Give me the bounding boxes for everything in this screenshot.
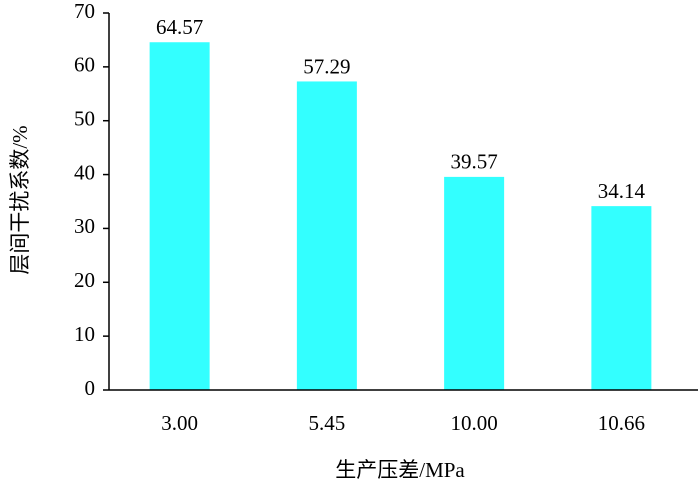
- x-tick-label: 10.00: [451, 411, 498, 435]
- x-axis-label: 生产压差/MPa: [335, 458, 465, 482]
- x-tick-label: 10.66: [598, 411, 645, 435]
- y-tick-label: 20: [74, 268, 95, 292]
- y-tick-label: 30: [74, 214, 95, 238]
- y-tick-label: 10: [74, 322, 95, 346]
- y-tick-label: 40: [74, 160, 95, 184]
- value-label: 39.57: [451, 150, 498, 174]
- x-tick-label: 5.45: [309, 411, 346, 435]
- bar: [444, 176, 505, 390]
- x-tick-label: 3.00: [161, 411, 198, 435]
- y-tick-label: 50: [74, 107, 95, 131]
- y-tick-label: 70: [74, 0, 95, 23]
- y-tick-label: 0: [85, 376, 96, 400]
- value-label: 64.57: [156, 15, 203, 39]
- bar: [296, 81, 357, 391]
- value-label: 57.29: [303, 54, 350, 78]
- y-axis-label: 层间干扰系数/%: [8, 125, 32, 274]
- bar: [149, 42, 210, 391]
- value-label: 34.14: [598, 179, 646, 203]
- y-tick-label: 60: [74, 53, 95, 77]
- bar: [591, 206, 652, 390]
